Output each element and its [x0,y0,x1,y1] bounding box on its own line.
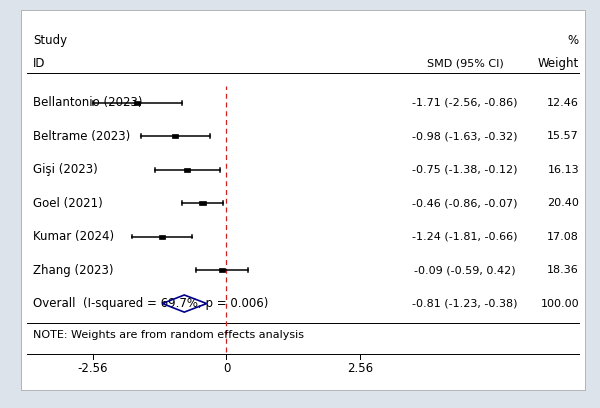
Text: 100.00: 100.00 [541,299,579,308]
Text: -0.75 (-1.38, -0.12): -0.75 (-1.38, -0.12) [412,165,518,175]
Text: Goel (2021): Goel (2021) [33,197,103,210]
Text: NOTE: Weights are from random effects analysis: NOTE: Weights are from random effects an… [33,330,304,340]
Bar [172,134,178,138]
Text: 2.56: 2.56 [347,362,373,375]
Text: Overall  (I-squared = 69.7%, p = 0.006): Overall (I-squared = 69.7%, p = 0.006) [33,297,268,310]
Text: -2.56: -2.56 [78,362,108,375]
Text: %: % [568,34,579,47]
Text: 15.57: 15.57 [547,131,579,141]
Bar [184,168,190,172]
Text: Bellantonio (2023): Bellantonio (2023) [33,96,143,109]
Text: 12.46: 12.46 [547,98,579,108]
Bar [134,101,140,105]
Text: -0.09 (-0.59, 0.42): -0.09 (-0.59, 0.42) [414,265,516,275]
FancyBboxPatch shape [21,10,585,390]
Text: ID: ID [33,57,46,70]
Text: Study: Study [33,34,67,47]
Text: 0: 0 [223,362,230,375]
Text: 16.13: 16.13 [547,165,579,175]
Text: 18.36: 18.36 [547,265,579,275]
Text: Beltrame (2023): Beltrame (2023) [33,130,130,143]
Text: Gişi (2023): Gişi (2023) [33,163,98,176]
Text: -0.46 (-0.86, -0.07): -0.46 (-0.86, -0.07) [412,198,518,208]
Text: -0.98 (-1.63, -0.32): -0.98 (-1.63, -0.32) [412,131,518,141]
Text: 20.40: 20.40 [547,198,579,208]
Bar [159,235,165,239]
Bar [218,268,225,272]
Text: Weight: Weight [538,57,579,70]
Text: SMD (95% CI): SMD (95% CI) [427,58,503,68]
Text: -1.71 (-2.56, -0.86): -1.71 (-2.56, -0.86) [412,98,518,108]
Text: -1.24 (-1.81, -0.66): -1.24 (-1.81, -0.66) [412,232,518,242]
Text: 17.08: 17.08 [547,232,579,242]
Text: Zhang (2023): Zhang (2023) [33,264,113,277]
Text: -0.81 (-1.23, -0.38): -0.81 (-1.23, -0.38) [412,299,518,308]
Bar [199,201,206,206]
Text: Kumar (2024): Kumar (2024) [33,230,114,243]
